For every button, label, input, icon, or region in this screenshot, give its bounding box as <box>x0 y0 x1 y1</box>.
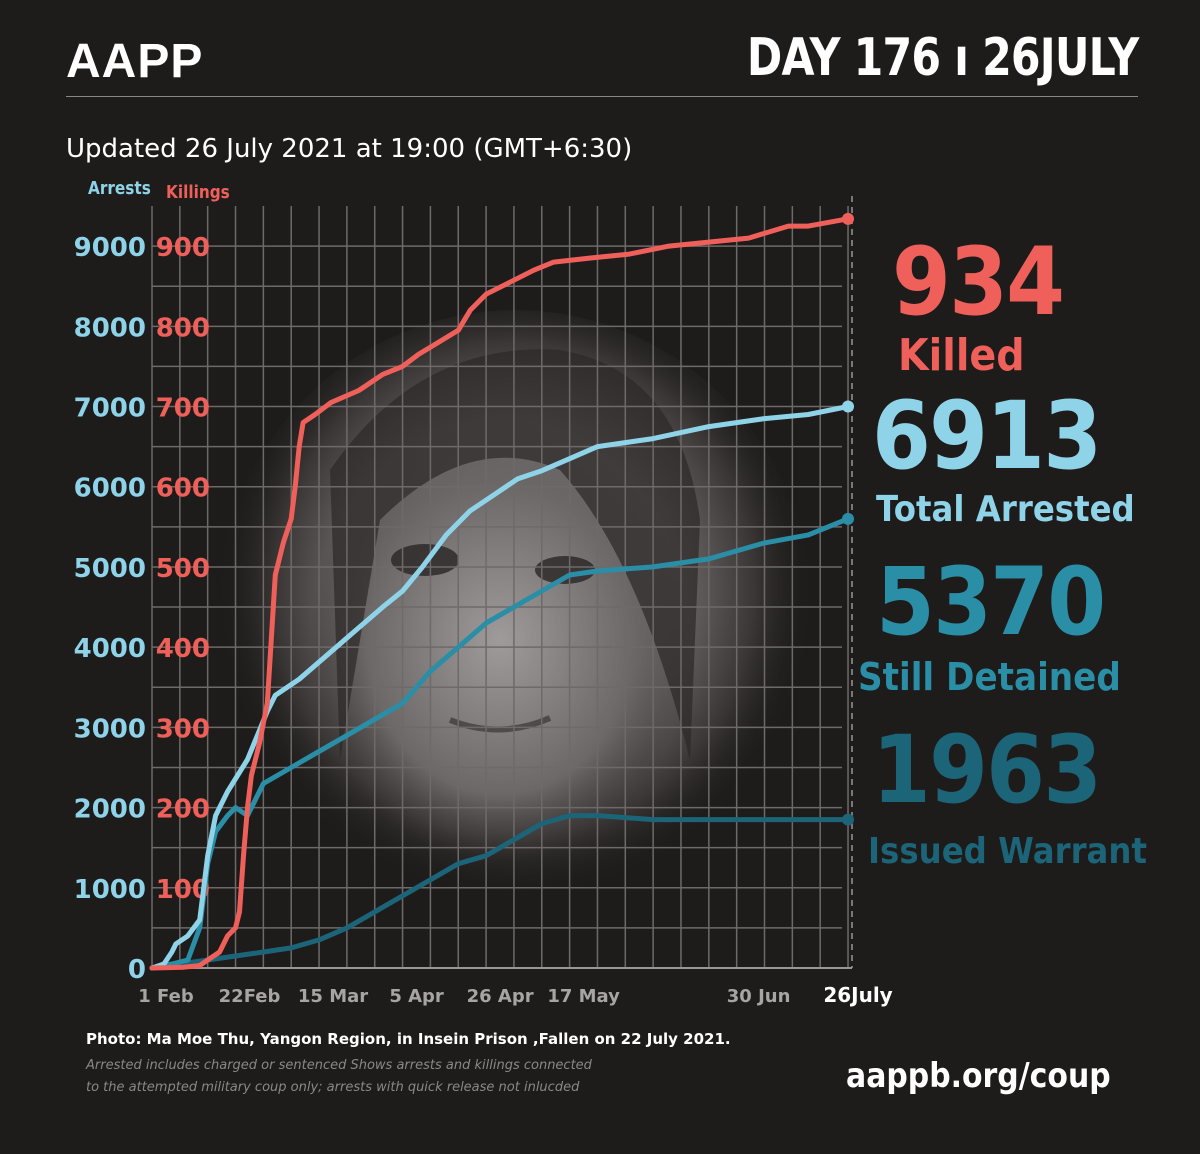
footnote-line-1: Arrested includes charged or sentenced S… <box>86 1058 592 1073</box>
issued-warrant-end-point <box>842 813 855 826</box>
arrests-tick-label: 0 <box>128 955 146 985</box>
killings-tick-label: 200 <box>156 795 210 825</box>
total-arrested-count: 6913 <box>872 382 1102 491</box>
day-counter: DAY 176 ı 26JULY <box>746 28 1139 88</box>
killings-tick-label: 900 <box>156 233 210 263</box>
killed-label: Killed <box>898 330 1025 381</box>
killings-tick-label: 800 <box>156 313 210 343</box>
chart-series <box>149 212 855 971</box>
arrests-axis: 0 1000 2000 3000 4000 5000 6000 7000 8000 9000 <box>74 233 146 985</box>
arrests-tick-label: 3000 <box>74 714 146 744</box>
arrests-tick-label: 5000 <box>74 554 146 584</box>
issued-warrant-line <box>149 813 851 971</box>
killings-tick-label: 500 <box>156 554 210 584</box>
total-arrested-end-point <box>842 400 855 413</box>
issued-warrant-label: Issued Warrant <box>868 831 1147 872</box>
chart-grid <box>151 196 853 969</box>
total-arrested-label: Total Arrested <box>876 489 1135 530</box>
killings-tick-label: 700 <box>156 394 210 424</box>
x-tick-label: 5 Apr <box>389 986 444 1007</box>
still-detained-label: Still Detained <box>858 655 1121 699</box>
brand-logo: AAPP <box>66 35 204 88</box>
killings-axis-title: Killings <box>166 182 230 203</box>
x-tick-label: 30 Jun <box>727 986 791 1007</box>
arrests-tick-label: 7000 <box>74 394 146 424</box>
killings-tick-label: 300 <box>156 714 210 744</box>
portrait-photo <box>215 310 815 930</box>
total-arrested-line <box>149 404 851 971</box>
arrests-tick-label: 6000 <box>74 474 146 504</box>
still-detained-count: 5370 <box>876 548 1106 657</box>
arrests-tick-label: 8000 <box>74 313 146 343</box>
date-axis: 1 Feb 22Feb 15 Mar 5 Apr 26 Apr 17 May 30 Jun 2… <box>138 983 892 1007</box>
website-link[interactable]: aappb.org/coup <box>846 1056 1111 1096</box>
x-tick-label: 17 May <box>547 986 620 1007</box>
x-tick-label: 15 Mar <box>298 986 368 1007</box>
x-tick-label: 22Feb <box>219 986 281 1007</box>
arrests-axis-title: Arrests <box>88 178 151 199</box>
killed-end-point <box>842 212 855 225</box>
arrests-tick-label: 2000 <box>74 795 146 825</box>
x-tick-label: 26 Apr <box>467 986 534 1007</box>
arrests-tick-label: 1000 <box>74 875 146 905</box>
x-tick-label: 26July <box>823 983 892 1007</box>
killed-count: 934 <box>892 228 1065 337</box>
photo-caption: Photo: Ma Moe Thu, Yangon Region, in Ins… <box>86 1030 731 1048</box>
still-detained-end-point <box>842 512 855 525</box>
arrests-tick-label: 9000 <box>74 233 146 263</box>
footnote-line-2: to the attempted military coup only; arr… <box>86 1080 580 1095</box>
arrests-tick-label: 4000 <box>74 634 146 664</box>
killings-tick-label: 600 <box>156 474 210 504</box>
killings-tick-label: 400 <box>156 634 210 664</box>
x-tick-label: 1 Feb <box>138 986 194 1007</box>
issued-warrant-count: 1963 <box>872 716 1102 825</box>
killed-line <box>149 216 851 971</box>
updated-timestamp: Updated 26 July 2021 at 19:00 (GMT+6:30) <box>66 134 633 164</box>
header-divider <box>66 96 1138 97</box>
